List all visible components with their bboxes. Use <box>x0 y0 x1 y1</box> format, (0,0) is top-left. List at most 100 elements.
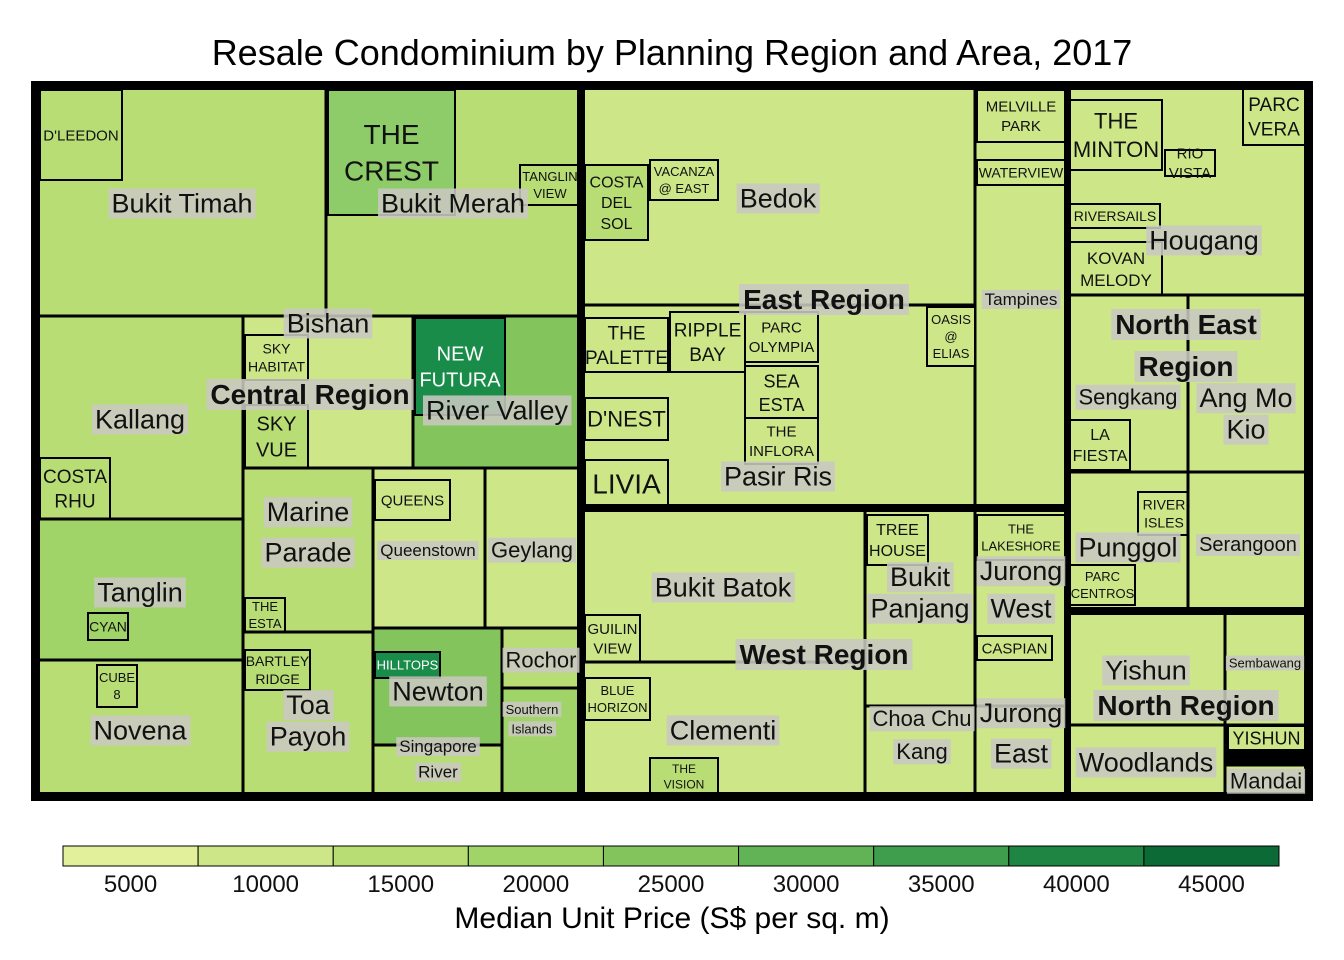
area-label-group: River Valley <box>422 395 572 426</box>
area-label-bg <box>1196 383 1296 414</box>
area-label-group: Kang <box>893 739 951 765</box>
project-label: FIESTA <box>1073 448 1128 465</box>
area-label: Choa Chu <box>872 706 971 731</box>
project-label-group: VIEW <box>533 186 567 201</box>
project-label: CUBE <box>99 670 135 685</box>
project-rect <box>744 365 819 421</box>
project-rect <box>926 306 976 367</box>
area-label: Hougang <box>1149 225 1259 255</box>
area-label-group: Rochor <box>502 647 580 673</box>
area-label-bg <box>502 701 562 717</box>
project-label-group: MELVILLE <box>986 99 1057 116</box>
project-rect <box>649 757 719 796</box>
area-label-group: Choa Chu <box>869 706 975 732</box>
project-label-group: THE <box>252 599 278 614</box>
project-label: SKY <box>262 340 291 356</box>
area-label-bg <box>389 676 487 707</box>
project-label-group: CREST <box>344 156 439 187</box>
plot-border <box>31 81 1313 801</box>
legend-title: Median Unit Price (S$ per sq. m) <box>454 902 890 935</box>
area-label-bg <box>893 739 951 765</box>
project-label-group: TANGLIN <box>522 169 577 184</box>
project-label: NEW <box>437 344 484 366</box>
project-label-group: OASIS <box>931 312 971 327</box>
area-river-valley <box>411 314 582 470</box>
region-label-group: West Region <box>735 639 913 670</box>
region-label: West Region <box>739 639 908 670</box>
area-label-bg <box>976 556 1066 587</box>
project-label: RIPPLE <box>674 320 742 341</box>
project-rect <box>374 651 441 679</box>
legend-swatch <box>62 845 199 867</box>
project-label-group: VIEW <box>593 641 632 658</box>
area-label-group: Hougang <box>1146 225 1262 256</box>
project-label: BARTLEY <box>246 653 310 669</box>
project-rect <box>744 311 819 363</box>
project-label-group: VISION <box>664 778 705 792</box>
label-layer: D'LEEDON THE CREST TANGLIN VIEW COSTA RHU SKY HA… <box>43 95 1306 794</box>
area-label-bg <box>1075 532 1181 563</box>
legend-tick-label: 45000 <box>1178 871 1245 898</box>
area-label-group: Tanglin <box>94 577 186 608</box>
region-label: East Region <box>743 284 905 315</box>
project-label: HABITAT <box>248 359 305 375</box>
legend-swatch <box>602 845 740 867</box>
project-label-group: RIVER <box>1143 496 1186 512</box>
area-label: Clementi <box>670 715 777 745</box>
area-label: Rochor <box>506 648 577 673</box>
project-label: THE <box>364 119 420 150</box>
project-rect <box>87 612 129 641</box>
area-label-group: Pasir Ris <box>720 461 836 492</box>
project-label: D'NEST <box>587 407 666 432</box>
area-label-group: Jurong <box>976 556 1066 587</box>
project-rect <box>976 635 1053 661</box>
project-label-group: VERA <box>1248 120 1300 141</box>
area-label: Serangoon <box>1199 534 1297 556</box>
project-rect <box>1164 149 1216 177</box>
project-label-group: YISHUN <box>1232 728 1300 748</box>
project-label: THE <box>252 599 278 614</box>
area-label-group: Marine <box>263 497 353 528</box>
region-label-bg <box>1134 351 1238 382</box>
area-label-bg <box>91 404 189 435</box>
area-label-bg <box>502 647 580 673</box>
area-label-bg <box>377 540 479 560</box>
project-label-group: SEA <box>763 372 799 392</box>
region-label-bg <box>206 379 414 410</box>
project-label-group: PARC <box>1248 95 1299 116</box>
project-label-group: INFLORA <box>749 443 814 460</box>
area-label-bg <box>283 690 334 721</box>
project-label: VISTA <box>1169 165 1211 182</box>
area-label-group: Kallang <box>91 404 189 435</box>
project-label: PARC <box>1248 95 1299 116</box>
area-label-bg <box>720 461 836 492</box>
area-label: Geylang <box>491 538 573 563</box>
area-label: River Valley <box>426 395 569 425</box>
project-label: YISHUN <box>1232 728 1300 748</box>
project-label: VACANZA <box>654 164 715 179</box>
legend-swatch <box>1008 845 1145 867</box>
area-label: Mandai <box>1230 769 1302 794</box>
legend-tick-label: 15000 <box>367 871 434 898</box>
area-label-bg <box>736 183 820 214</box>
project-label-group: @ <box>944 329 957 344</box>
project-label: SKY <box>256 414 296 436</box>
project-label: RIDGE <box>255 671 299 687</box>
area-label-group: River <box>415 762 462 782</box>
project-label-group: CENTROS <box>1071 586 1135 601</box>
region-label-bg <box>739 284 909 315</box>
project-label: HOUSE <box>869 543 926 560</box>
project-label-group: LA <box>1090 427 1110 444</box>
area-label-bg <box>508 721 557 737</box>
area-label-group: Islands <box>508 721 557 737</box>
project-label-group: VISTA <box>1169 165 1211 182</box>
legend-tick-label: 10000 <box>232 871 299 898</box>
project-label-group: VUE <box>256 440 297 462</box>
project-rect <box>519 164 581 206</box>
project-rect <box>669 311 746 373</box>
area-label-bg <box>1075 384 1181 410</box>
project-label: DEL <box>601 195 632 212</box>
area-label-group: Yishun <box>1102 655 1190 686</box>
area-label: Bukit Timah <box>111 188 252 218</box>
project-label-group: RIVERSAILS <box>1074 208 1156 224</box>
